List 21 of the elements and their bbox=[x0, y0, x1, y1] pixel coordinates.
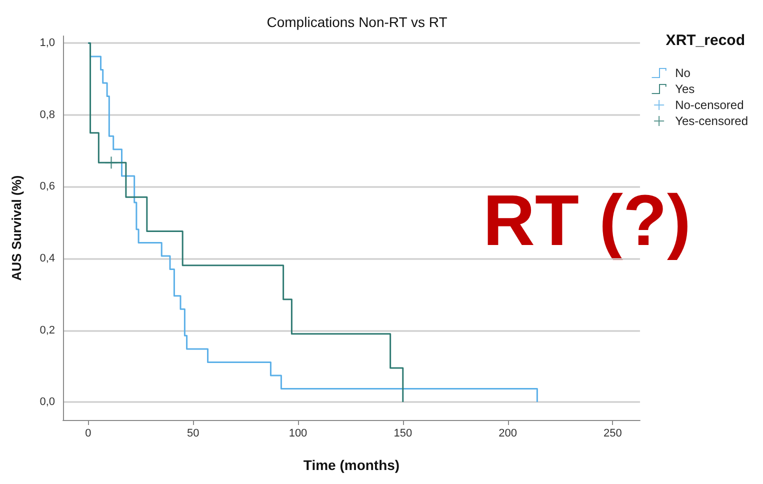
y-tick-label: 0,8 bbox=[40, 108, 55, 121]
annotation: RT (?) bbox=[483, 181, 691, 261]
chart-title: Complications Non-RT vs RT bbox=[266, 14, 448, 30]
y-axis-title: AUS Survival (%) bbox=[9, 175, 24, 281]
x-axis-title: Time (months) bbox=[303, 457, 400, 473]
legend-label: Yes-censored bbox=[675, 114, 748, 128]
x-tick-label: 100 bbox=[288, 428, 308, 440]
x-tick-label: 250 bbox=[604, 428, 622, 440]
y-tick-label: 0,6 bbox=[40, 180, 55, 193]
y-tick-label: 0,2 bbox=[40, 324, 55, 336]
x-tick-label: 200 bbox=[498, 428, 517, 440]
legend-label: No-censored bbox=[675, 98, 744, 112]
y-tick-label: 0,4 bbox=[40, 252, 55, 265]
legend-title: XRT_recod bbox=[666, 32, 746, 49]
x-tick-label: 0 bbox=[85, 428, 92, 440]
y-tick-label: 0,0 bbox=[40, 396, 55, 408]
legend-label: Yes bbox=[675, 82, 695, 96]
x-tick-label: 50 bbox=[186, 428, 200, 440]
x-tick-label: 150 bbox=[394, 428, 412, 440]
y-tick-label: 1,0 bbox=[40, 37, 55, 50]
legend-label: No bbox=[675, 66, 691, 80]
